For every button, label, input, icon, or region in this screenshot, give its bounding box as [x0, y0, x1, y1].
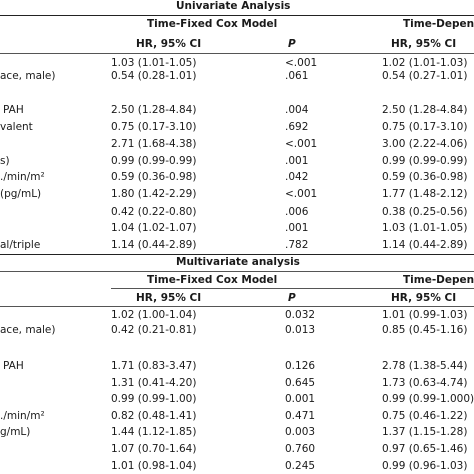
p-value: .006: [285, 206, 309, 218]
hr-dependent: 0.99 (0.99-1.000): [382, 393, 474, 405]
hr-dependent: 0.38 (0.25-0.56): [382, 206, 468, 218]
p-value: .004: [285, 104, 309, 116]
p-value: 0.003: [285, 426, 316, 438]
p-value: 0.032: [285, 309, 316, 321]
multivariate-title: Multivariate analysis: [176, 256, 300, 268]
p-value: 0.645: [285, 377, 316, 389]
univariate-sub-hr1: HR, 95% CI: [136, 38, 202, 50]
hr-dependent: 1.73 (0.63-4.74): [382, 377, 468, 389]
hr-fixed: 0.42 (0.22-0.80): [111, 206, 197, 218]
p-value: .692: [285, 121, 309, 133]
row-label: valent: [0, 121, 33, 133]
hr-fixed: 1.31 (0.41-4.20): [111, 377, 197, 389]
row-label: ace, male): [0, 324, 56, 336]
hr-dependent: 0.97 (0.65-1.46): [382, 443, 468, 455]
hr-dependent: 0.59 (0.36-0.98): [382, 171, 468, 183]
hr-dependent: 0.54 (0.27-1.01): [382, 70, 468, 82]
hr-dependent: 1.37 (1.15-1.28): [382, 426, 468, 438]
multivariate-header-rule: [0, 306, 474, 307]
p-value: 0.245: [285, 460, 316, 472]
row-label: ./min/m²: [0, 410, 45, 422]
hr-dependent: 3.00 (2.22-4.06): [382, 138, 468, 150]
row-label: PAH: [3, 360, 24, 372]
hr-dependent: 1.14 (0.44-2.89): [382, 239, 468, 251]
row-label: ./min/m²: [0, 171, 45, 183]
multivariate-group-rule: [111, 288, 474, 289]
p-value: .001: [285, 222, 309, 234]
row-label: g/mL): [0, 426, 31, 438]
hr-fixed: 1.01 (0.98-1.04): [111, 460, 197, 472]
row-label: al/triple: [0, 239, 41, 251]
p-value: .061: [285, 70, 309, 82]
row-label: PAH: [3, 104, 24, 116]
multivariate-sub-hr2: HR, 95% CI: [391, 292, 457, 304]
multivariate-sub-hr1: HR, 95% CI: [136, 292, 202, 304]
multivariate-col-time-fixed: Time-Fixed Cox Model: [147, 274, 278, 286]
hr-dependent: 1.02 (1.01-1.03): [382, 57, 468, 69]
hr-fixed: 0.54 (0.28-1.01): [111, 70, 197, 82]
univariate-header-rule: [0, 53, 474, 54]
hr-fixed: 0.75 (0.17-3.10): [111, 121, 197, 133]
univariate-title-rule: [0, 15, 474, 16]
p-value: 0.013: [285, 324, 316, 336]
hr-fixed: 1.44 (1.12-1.85): [111, 426, 197, 438]
hr-fixed: 0.82 (0.48-1.41): [111, 410, 197, 422]
hr-fixed: 1.07 (0.70-1.64): [111, 443, 197, 455]
hr-dependent: 0.75 (0.17-3.10): [382, 121, 468, 133]
hr-dependent: 0.75 (0.46-1.22): [382, 410, 468, 422]
multivariate-sub-p: P: [288, 292, 296, 304]
p-value: .782: [285, 239, 309, 251]
hr-dependent: 2.78 (1.38-5.44): [382, 360, 468, 372]
multivariate-top-rule: [0, 254, 474, 255]
hr-dependent: 0.85 (0.45-1.16): [382, 324, 468, 336]
hr-fixed: 2.71 (1.68-4.38): [111, 138, 197, 150]
hr-dependent: 1.01 (0.99-1.03): [382, 309, 468, 321]
row-label: ace, male): [0, 70, 56, 82]
p-value: 0.471: [285, 410, 316, 422]
hr-fixed: 1.14 (0.44-2.89): [111, 239, 197, 251]
p-value: <.001: [285, 138, 318, 150]
p-value: 0.760: [285, 443, 316, 455]
hr-fixed: 1.04 (1.02-1.07): [111, 222, 197, 234]
row-label: (pg/mL): [0, 188, 42, 200]
hr-fixed: 0.99 (0.99-1.00): [111, 393, 197, 405]
univariate-title: Univariate Analysis: [176, 0, 291, 12]
hr-fixed: 1.03 (1.01-1.05): [111, 57, 197, 69]
hr-fixed: 1.71 (0.83-3.47): [111, 360, 197, 372]
univariate-col-time-dep: Time-Depend: [403, 18, 474, 30]
hr-fixed: 0.59 (0.36-0.98): [111, 171, 197, 183]
hr-dependent: 0.99 (0.99-0.99): [382, 155, 468, 167]
hr-dependent: 1.77 (1.48-2.12): [382, 188, 468, 200]
univariate-sub-hr2: HR, 95% CI: [391, 38, 457, 50]
hr-dependent: 2.50 (1.28-4.84): [382, 104, 468, 116]
hr-dependent: 0.99 (0.96-1.03): [382, 460, 468, 472]
hr-dependent: 1.03 (1.01-1.05): [382, 222, 468, 234]
hr-fixed: 0.99 (0.99-0.99): [111, 155, 197, 167]
multivariate-title-rule: [0, 271, 474, 272]
hr-fixed: 1.02 (1.00-1.04): [111, 309, 197, 321]
multivariate-col-time-dep: Time-Depend: [403, 274, 474, 286]
p-value: 0.001: [285, 393, 316, 405]
hr-fixed: 2.50 (1.28-4.84): [111, 104, 197, 116]
univariate-sub-p: P: [288, 38, 296, 50]
hr-fixed: 0.42 (0.21-0.81): [111, 324, 197, 336]
p-value: 0.126: [285, 360, 316, 372]
row-label: s): [0, 155, 10, 167]
p-value: .042: [285, 171, 309, 183]
hr-fixed: 1.80 (1.42-2.29): [111, 188, 197, 200]
p-value: <.001: [285, 188, 318, 200]
p-value: .001: [285, 155, 309, 167]
univariate-col-time-fixed: Time-Fixed Cox Model: [147, 18, 278, 30]
p-value: <.001: [285, 57, 318, 69]
